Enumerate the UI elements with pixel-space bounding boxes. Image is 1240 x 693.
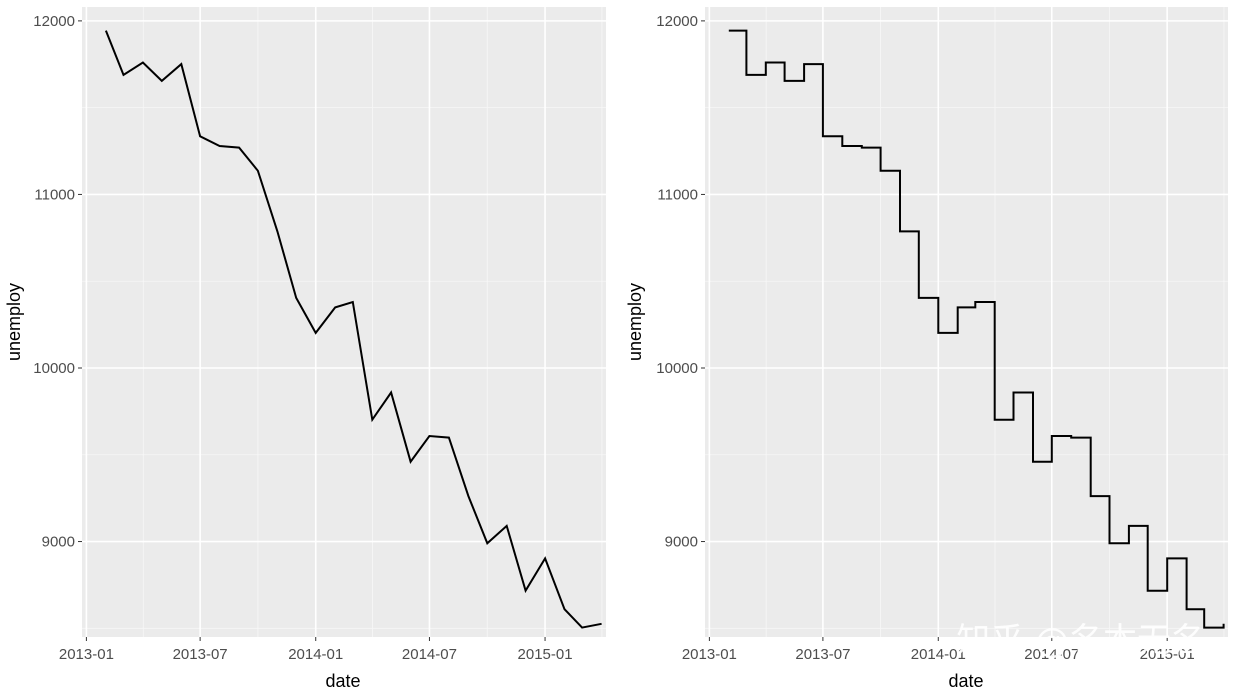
y-tick-label: 9000 <box>42 534 75 551</box>
y-tick-label: 9000 <box>665 534 698 551</box>
x-tick-label: 2015-01 <box>518 646 573 663</box>
x-tick-label: 2013-07 <box>795 646 850 663</box>
x-tick-label: 2015-01 <box>1140 646 1195 663</box>
plot-background <box>82 7 606 637</box>
x-tick-label: 2014-07 <box>402 646 457 663</box>
y-tick-label: 12000 <box>656 13 698 30</box>
y-tick-label: 12000 <box>33 13 75 30</box>
x-tick-label: 2014-07 <box>1024 646 1079 663</box>
y-axis-title: unemploy <box>4 283 24 361</box>
y-axis-title: unemploy <box>625 283 645 361</box>
step-chart-panel: 9000 10000 11000 12000 2013-01 2013-07 2014-01… <box>625 7 1228 691</box>
x-tick-label: 2014-01 <box>288 646 343 663</box>
series-line <box>104 30 602 629</box>
x-tick-label: 2013-07 <box>173 646 228 663</box>
y-tick-label: 10000 <box>656 360 698 377</box>
x-tick-label: 2013-01 <box>59 646 114 663</box>
plot-background <box>705 7 1228 637</box>
line-chart-panel: 9000 10000 11000 12000 2013-01 2013-07 2014-01… <box>4 7 606 691</box>
step-series-line <box>728 29 1225 629</box>
x-tick-label: 2013-01 <box>682 646 737 663</box>
x-axis-title: date <box>325 671 360 691</box>
watermark-text: 知乎 @名本无名 <box>956 621 1205 661</box>
y-tick-label: 11000 <box>34 186 75 203</box>
x-axis-title: date <box>948 671 983 691</box>
y-tick-label: 11000 <box>657 186 698 203</box>
x-tick-label: 2014-01 <box>911 646 966 663</box>
y-tick-label: 10000 <box>33 360 75 377</box>
